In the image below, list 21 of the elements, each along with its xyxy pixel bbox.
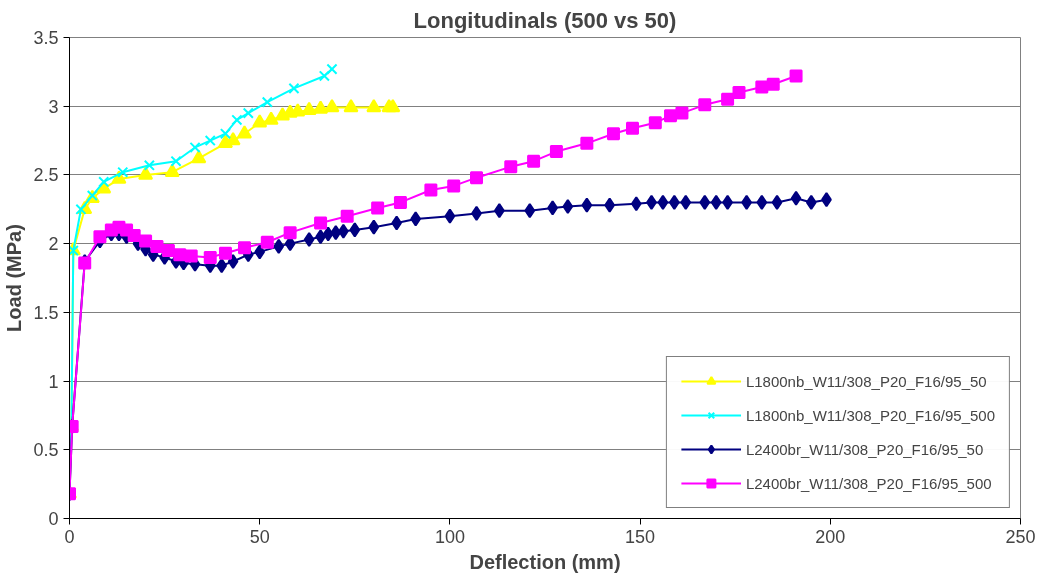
- x-tick-label: 100: [434, 526, 465, 547]
- y-tick-label: 1: [48, 371, 59, 392]
- x-tick-label: 200: [815, 526, 846, 547]
- x-axis-title: Deflection (mm): [469, 550, 621, 573]
- y-axis-title: Load (MPa): [3, 224, 26, 332]
- x-tick-label: 50: [249, 526, 270, 547]
- legend-label: L1800nb_W11/308_P20_F16/95_50: [745, 372, 987, 390]
- y-tick-label: 0: [48, 509, 59, 529]
- x-tick-label: 0: [64, 526, 75, 547]
- y-tick-label: 3.5: [33, 28, 59, 48]
- x-tick-label: 150: [625, 526, 656, 547]
- y-tick-label: 2.5: [33, 165, 59, 186]
- y-tick-label: 0.5: [33, 440, 59, 461]
- y-tick-label: 1.5: [33, 302, 59, 323]
- x-tick-label: 250: [1005, 526, 1036, 547]
- legend-label: L1800nb_W11/308_P20_F16/95_500: [745, 406, 995, 424]
- legend-label: L2400br_W11/308_P20_F16/95_50: [745, 440, 984, 458]
- y-tick-label: 3: [48, 96, 59, 117]
- chart-title: Longitudinals (500 vs 50): [413, 7, 677, 33]
- legend-label: L2400br_W11/308_P20_F16/95_500: [745, 474, 992, 492]
- y-tick-label: 2: [48, 234, 59, 255]
